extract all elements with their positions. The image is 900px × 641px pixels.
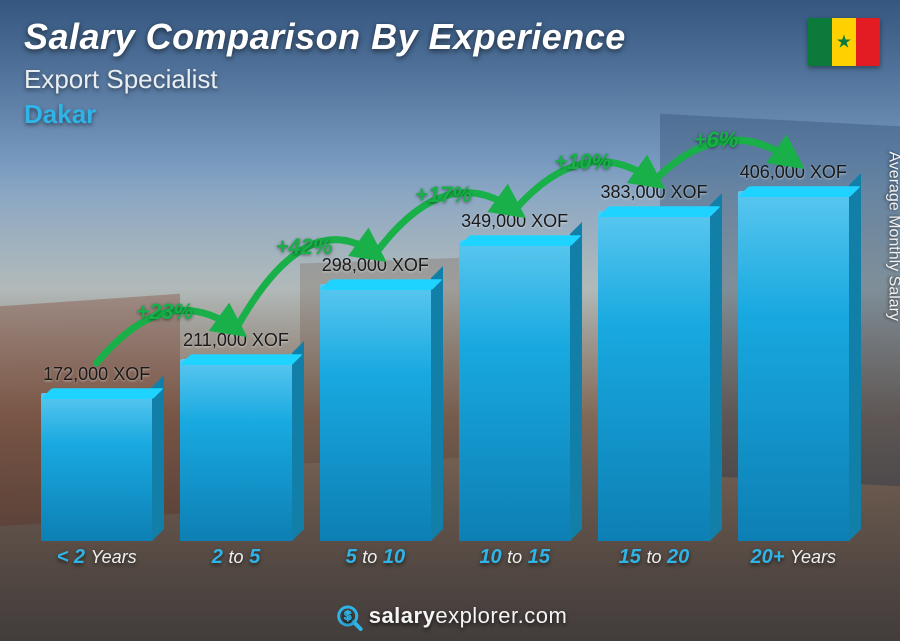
x-label: 5 to 10: [315, 546, 436, 576]
bar-shape: [41, 393, 153, 541]
flag-stripe-2: ★: [832, 18, 856, 66]
bars-container: 172,000 XOF 211,000 XOF 298,000 XOF 349,000…: [30, 150, 860, 541]
x-axis-labels: < 2 Years 2 to 5 5 to 10 10 to 15 15 to 20 20…: [30, 546, 860, 576]
bar-0: 172,000 XOF: [36, 150, 157, 541]
chart-canvas: Salary Comparison By Experience Export S…: [0, 0, 900, 641]
flag-stripe-1: [808, 18, 832, 66]
bar-value-label: 211,000 XOF: [183, 330, 289, 351]
bar-1: 211,000 XOF: [175, 150, 296, 541]
x-label: 15 to 20: [593, 546, 714, 576]
svg-text:$: $: [344, 608, 352, 623]
bar-value-label: 383,000 XOF: [600, 182, 707, 203]
logo-icon: $: [333, 601, 363, 631]
bar-value-label: 406,000 XOF: [740, 162, 847, 183]
flag-star-icon: ★: [836, 33, 852, 51]
flag-stripe-3: [856, 18, 880, 66]
bar-5: 406,000 XOF: [733, 150, 854, 541]
footer-domain-suffix: .com: [518, 603, 568, 628]
page-subtitle: Export Specialist: [24, 64, 626, 95]
x-label: 20+ Years: [733, 546, 854, 576]
page-title: Salary Comparison By Experience: [24, 16, 626, 58]
footer-domain-bold: salary: [369, 603, 436, 628]
bar-value-label: 172,000 XOF: [43, 364, 150, 385]
footer-attribution: $ salaryexplorer.com: [333, 601, 568, 631]
bar-chart: 172,000 XOF 211,000 XOF 298,000 XOF 349,000…: [30, 150, 860, 576]
header-block: Salary Comparison By Experience Export S…: [24, 16, 626, 130]
bar-shape: [459, 240, 571, 541]
bar-shape: [320, 284, 432, 541]
bar-value-label: 349,000 XOF: [461, 211, 568, 232]
footer-domain-light: explorer: [435, 603, 517, 628]
country-flag: ★: [808, 18, 880, 66]
bar-2: 298,000 XOF: [315, 150, 436, 541]
bar-3: 349,000 XOF: [454, 150, 575, 541]
footer-text: salaryexplorer.com: [369, 603, 568, 629]
bar-shape: [738, 191, 850, 541]
bar-shape: [180, 359, 292, 541]
x-label: 10 to 15: [454, 546, 575, 576]
bar-4: 383,000 XOF: [593, 150, 714, 541]
page-city: Dakar: [24, 99, 626, 130]
bar-value-label: 298,000 XOF: [322, 255, 429, 276]
x-label: < 2 Years: [36, 546, 157, 576]
x-label: 2 to 5: [175, 546, 296, 576]
y-axis-label: Average Monthly Salary: [885, 151, 900, 321]
bar-shape: [598, 211, 710, 541]
